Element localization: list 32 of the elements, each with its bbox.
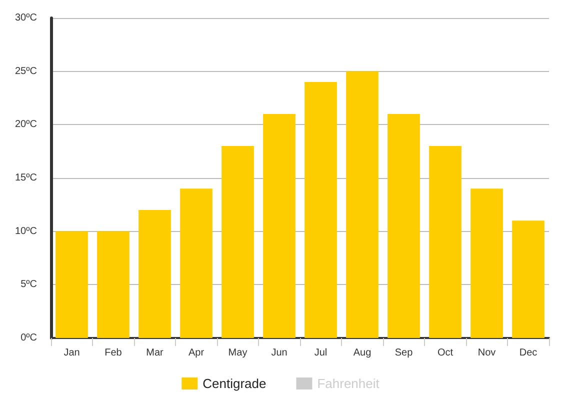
bar	[346, 71, 378, 338]
y-tick-label: 15ºC	[15, 172, 37, 184]
x-tick-label: Jun	[271, 348, 288, 358]
legend-label: Centigrade	[202, 376, 266, 391]
bar	[180, 188, 212, 338]
bar	[304, 82, 337, 338]
x-tick-label: Apr	[188, 348, 205, 358]
y-tick-label: 0ºC	[20, 332, 37, 344]
y-tick-label: 30ºC	[15, 12, 37, 24]
bar	[388, 114, 420, 338]
bar	[429, 146, 462, 338]
x-tick-label: Oct	[437, 348, 454, 358]
bar	[470, 188, 503, 338]
x-tick-label: Nov	[478, 348, 496, 358]
bar	[97, 231, 130, 338]
x-tick-label: Aug	[353, 348, 372, 358]
bar	[138, 210, 171, 338]
x-tick-label: Mar	[146, 348, 164, 358]
x-tick-label: Feb	[104, 348, 122, 358]
x-tick-label: Dec	[519, 348, 538, 358]
x-tick-label: Sep	[394, 348, 414, 358]
bar	[56, 231, 88, 338]
bar	[512, 220, 544, 338]
y-tick-label: 20ºC	[15, 119, 37, 130]
y-tick-label: 10ºC	[15, 226, 37, 237]
x-tick-label: Jan	[64, 348, 80, 358]
bar	[263, 114, 296, 338]
y-tick-label: 25ºC	[15, 66, 37, 77]
x-tick-label: May	[228, 348, 248, 358]
bar	[222, 146, 254, 338]
y-tick-label: 5ºC	[20, 279, 37, 290]
x-tick-label: Jul	[314, 348, 328, 358]
